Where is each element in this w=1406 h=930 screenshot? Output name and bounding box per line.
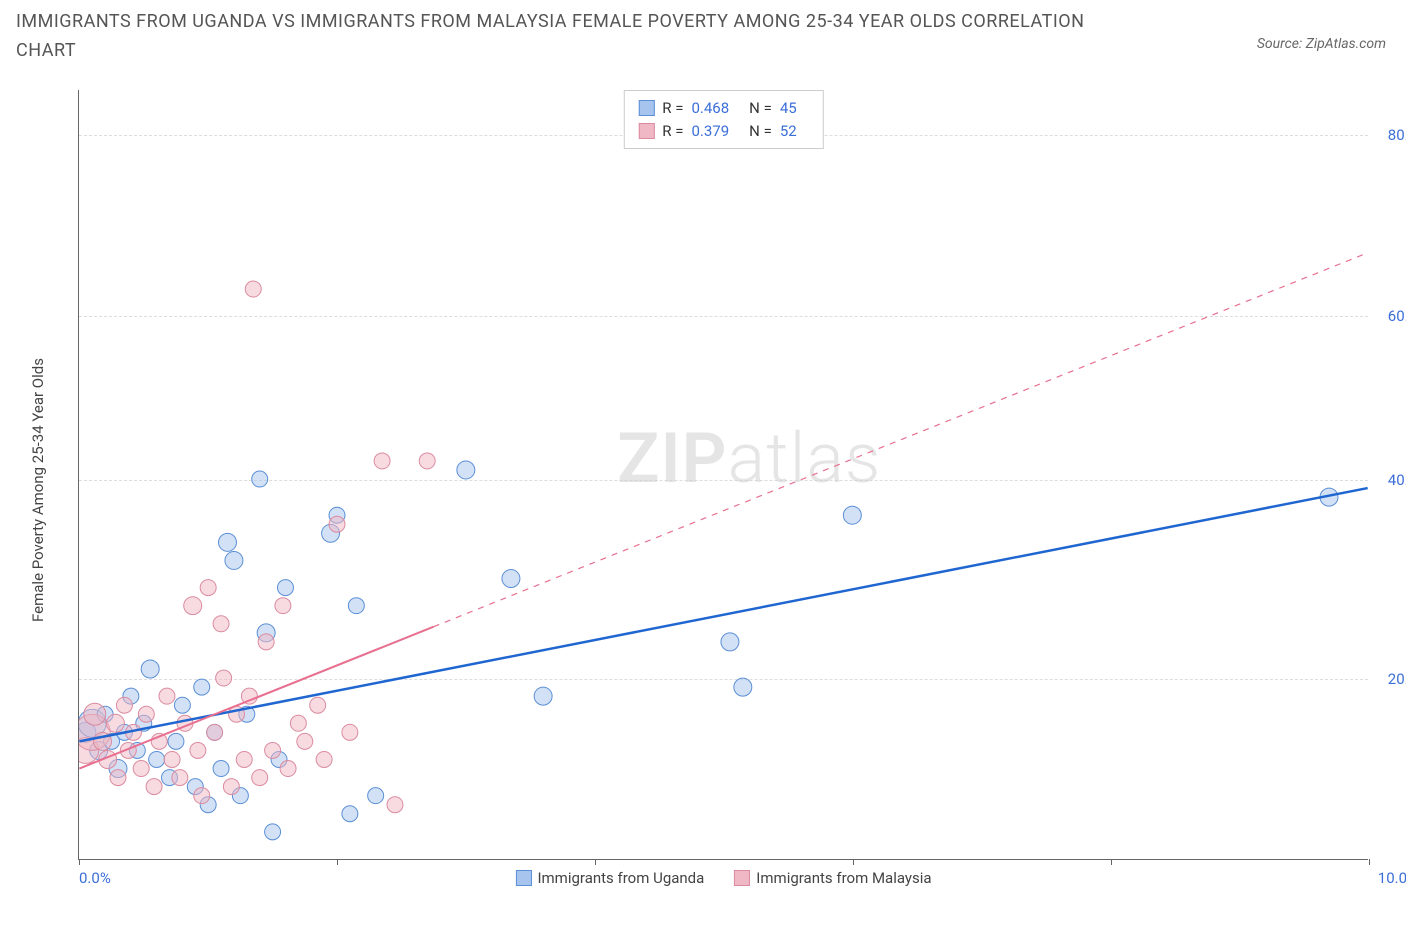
scatter-svg — [79, 90, 1368, 859]
y-tick-label: 60.0% — [1388, 307, 1406, 325]
legend: Immigrants from Uganda Immigrants from M… — [515, 869, 931, 887]
chart-area: Female Poverty Among 25-34 Year Olds ZIP… — [50, 90, 1390, 890]
chart-title: IMMIGRANTS FROM UGANDA VS IMMIGRANTS FRO… — [16, 8, 1116, 66]
legend-item-malaysia: Immigrants from Malaysia — [734, 869, 931, 887]
y-tick-label: 20.0% — [1388, 670, 1406, 688]
legend-swatch-uganda — [515, 870, 531, 886]
stats-row-uganda: R = 0.468 N = 45 — [638, 97, 808, 120]
y-axis-title: Female Poverty Among 25-34 Year Olds — [29, 358, 47, 622]
swatch-uganda — [638, 100, 654, 116]
x-axis-max-label: 10.0% — [1378, 869, 1406, 887]
y-tick-label: 40.0% — [1388, 471, 1406, 489]
y-tick-label: 80.0% — [1388, 126, 1406, 144]
legend-item-uganda: Immigrants from Uganda — [515, 869, 704, 887]
stats-box: R = 0.468 N = 45 R = 0.379 N = 52 — [623, 90, 823, 149]
stats-row-malaysia: R = 0.379 N = 52 — [638, 120, 808, 143]
legend-swatch-malaysia — [734, 870, 750, 886]
source-label: Source: ZipAtlas.com — [1257, 36, 1386, 52]
plot-area: ZIPatlas R = 0.468 N = 45 R = 0.379 N = … — [78, 90, 1368, 860]
swatch-malaysia — [638, 123, 654, 139]
x-axis-min-label: 0.0% — [79, 869, 111, 887]
